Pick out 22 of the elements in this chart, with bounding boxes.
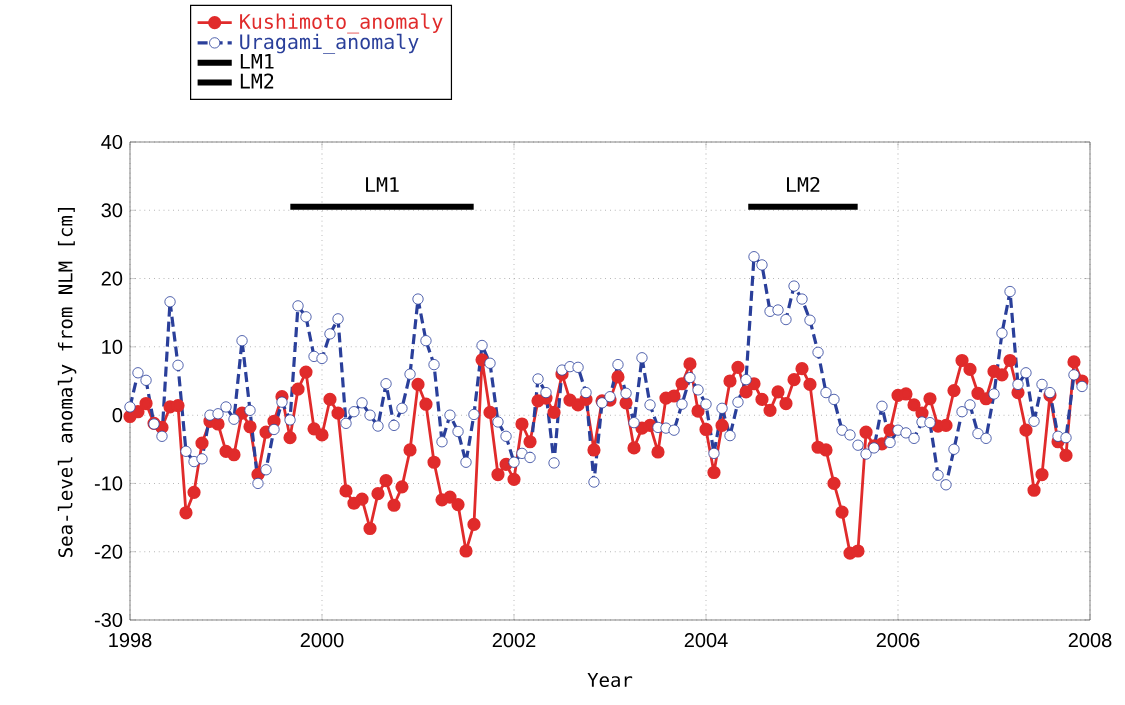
x-tick-label: 2000 [300, 633, 344, 648]
annotation: LM1 [366, 177, 399, 192]
x-tick-label: 2004 [684, 633, 728, 648]
legend-label: LM2 [240, 73, 274, 89]
y-tick-label: 40 [101, 134, 123, 150]
y-tick-label: 30 [101, 203, 123, 218]
y-tick-label: -20 [94, 544, 123, 559]
x-tick-label: 2008 [1068, 633, 1112, 648]
y-tick-label: 10 [102, 339, 123, 354]
y-axis-title: Sea-level anomaly from NLM [cm] [57, 208, 77, 558]
y-tick-label: -30 [94, 612, 123, 628]
x-tick-label: 1998 [109, 633, 152, 648]
x-tick-label: 2006 [876, 633, 920, 648]
legend-label: LM1 [240, 54, 274, 69]
y-tick-label: -10 [94, 476, 123, 491]
x-tick-label: 2002 [492, 633, 536, 648]
y-tick-label: 20 [101, 271, 123, 286]
x-axis-title: Year [587, 672, 633, 688]
legend-label: Uragami_anomaly [240, 33, 419, 54]
y-tick-label: 0 [112, 408, 123, 423]
annotation: LM2 [787, 176, 820, 192]
legend-label: Kushimoto_anomaly [240, 13, 443, 34]
